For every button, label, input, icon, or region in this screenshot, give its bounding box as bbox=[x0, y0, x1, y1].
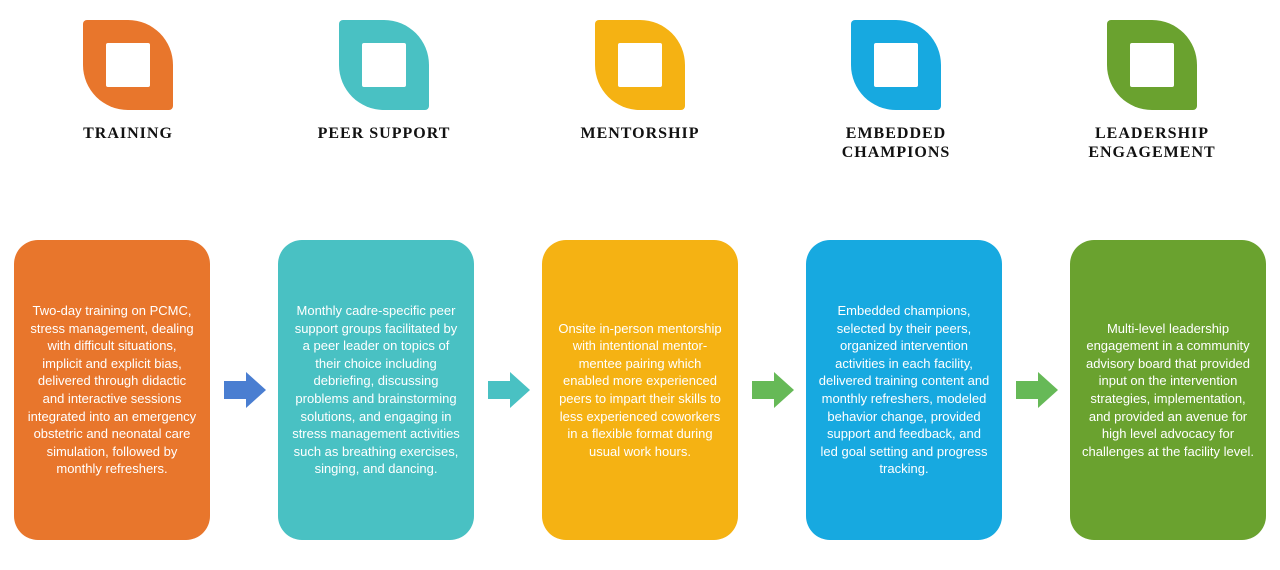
card-peer-support: Monthly cadre-specific peer support grou… bbox=[278, 240, 474, 540]
leaf-inner bbox=[874, 43, 918, 87]
leaf-icon bbox=[595, 20, 685, 110]
title-mentorship: MENTORSHIP bbox=[580, 124, 699, 143]
arrow-icon bbox=[480, 370, 536, 410]
top-item-embedded-champions: EMBEDDED CHAMPIONS bbox=[796, 20, 996, 162]
arrow-icon bbox=[216, 370, 272, 410]
arrow-head bbox=[774, 372, 794, 408]
arrow-head bbox=[1038, 372, 1058, 408]
arrow-head bbox=[246, 372, 266, 408]
card-training: Two-day training on PCMC, stress managem… bbox=[14, 240, 210, 540]
leaf-icon bbox=[83, 20, 173, 110]
arrow-body bbox=[224, 381, 246, 399]
leaf-icon bbox=[1107, 20, 1197, 110]
title-training: TRAINING bbox=[83, 124, 173, 143]
top-row: TRAINING PEER SUPPORT MENTORSHIP EMBEDDE… bbox=[0, 20, 1280, 200]
title-embedded-champions: EMBEDDED CHAMPIONS bbox=[801, 124, 991, 162]
top-item-leadership-engagement: LEADERSHIP ENGAGEMENT bbox=[1052, 20, 1252, 162]
card-mentorship: Onsite in-person mentorship with intenti… bbox=[542, 240, 738, 540]
leaf-icon bbox=[339, 20, 429, 110]
card-embedded-champions: Embedded champions, selected by their pe… bbox=[806, 240, 1002, 540]
arrow-icon bbox=[744, 370, 800, 410]
leaf-inner bbox=[618, 43, 662, 87]
leaf-icon bbox=[851, 20, 941, 110]
leaf-inner bbox=[1130, 43, 1174, 87]
arrow-icon bbox=[1008, 370, 1064, 410]
title-leadership-engagement: LEADERSHIP ENGAGEMENT bbox=[1057, 124, 1247, 162]
title-peer-support: PEER SUPPORT bbox=[318, 124, 451, 143]
card-leadership-engagement: Multi-level leadership engagement in a c… bbox=[1070, 240, 1266, 540]
leaf-inner bbox=[362, 43, 406, 87]
arrow-body bbox=[488, 381, 510, 399]
arrow-body bbox=[1016, 381, 1038, 399]
leaf-inner bbox=[106, 43, 150, 87]
bottom-row: Two-day training on PCMC, stress managem… bbox=[0, 230, 1280, 550]
top-item-mentorship: MENTORSHIP bbox=[540, 20, 740, 143]
top-item-peer-support: PEER SUPPORT bbox=[284, 20, 484, 143]
top-item-training: TRAINING bbox=[28, 20, 228, 143]
arrow-body bbox=[752, 381, 774, 399]
arrow-head bbox=[510, 372, 530, 408]
